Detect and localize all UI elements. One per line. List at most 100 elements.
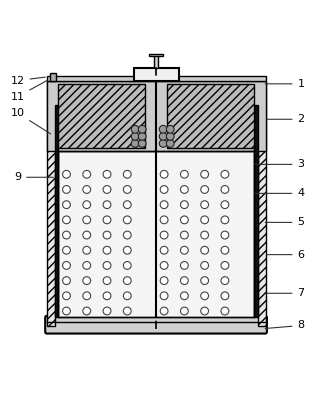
Circle shape [83,171,91,178]
Circle shape [221,277,229,285]
Circle shape [221,186,229,194]
Circle shape [103,307,111,315]
Bar [167,84,254,148]
Text: 5: 5 [265,217,305,228]
Bar [58,152,254,318]
Circle shape [160,307,168,315]
Circle shape [160,201,168,209]
Circle shape [63,277,71,285]
Circle shape [124,231,131,239]
Circle shape [201,307,209,315]
Circle shape [138,125,146,133]
Circle shape [201,277,209,285]
Circle shape [221,292,229,300]
Circle shape [180,292,188,300]
Bar [154,55,159,68]
Text: 9: 9 [14,172,53,182]
Circle shape [83,201,91,209]
Circle shape [180,261,188,269]
Text: 3: 3 [255,159,305,169]
Bar [55,105,58,318]
Circle shape [160,231,168,239]
Circle shape [160,292,168,300]
Circle shape [160,216,168,224]
Circle shape [201,171,209,178]
Circle shape [180,277,188,285]
Circle shape [63,292,71,300]
Circle shape [221,171,229,178]
Circle shape [103,171,111,178]
Bar [46,76,266,80]
Circle shape [201,246,209,254]
Circle shape [103,277,111,285]
Circle shape [166,140,174,147]
Circle shape [103,201,111,209]
Circle shape [83,277,91,285]
Circle shape [124,261,131,269]
Circle shape [160,261,168,269]
Circle shape [124,171,131,178]
Circle shape [221,231,229,239]
Circle shape [103,231,111,239]
FancyBboxPatch shape [45,316,267,334]
Text: 10: 10 [10,108,51,134]
Bar [50,72,56,80]
Circle shape [124,201,131,209]
Circle shape [166,125,174,133]
Circle shape [180,246,188,254]
Circle shape [124,292,131,300]
Circle shape [221,216,229,224]
Text: 4: 4 [255,189,305,198]
Circle shape [63,307,71,315]
Circle shape [124,186,131,194]
Bar [58,84,145,148]
Circle shape [201,186,209,194]
Text: 12: 12 [10,75,46,85]
Circle shape [201,231,209,239]
Circle shape [180,171,188,178]
Circle shape [160,277,168,285]
Circle shape [124,277,131,285]
Circle shape [131,132,139,140]
Bar [134,68,179,80]
Circle shape [63,171,71,178]
Circle shape [159,140,167,147]
Circle shape [83,231,91,239]
Text: 7: 7 [267,288,305,298]
Circle shape [103,292,111,300]
Circle shape [83,216,91,224]
Circle shape [124,246,131,254]
Circle shape [180,186,188,194]
Circle shape [201,261,209,269]
Circle shape [83,186,91,194]
Circle shape [221,261,229,269]
Circle shape [180,216,188,224]
Circle shape [160,186,168,194]
Circle shape [221,246,229,254]
Bar [149,54,163,57]
Circle shape [221,201,229,209]
Circle shape [160,171,168,178]
Circle shape [221,307,229,315]
Circle shape [63,261,71,269]
Circle shape [83,292,91,300]
Text: 6: 6 [267,250,305,260]
Text: 2: 2 [267,114,305,124]
Circle shape [83,261,91,269]
Circle shape [103,246,111,254]
Circle shape [201,292,209,300]
Circle shape [159,132,167,140]
Circle shape [83,246,91,254]
Circle shape [201,216,209,224]
Bar [46,80,266,152]
Text: 8: 8 [265,321,305,331]
Circle shape [63,231,71,239]
Text: 1: 1 [265,79,305,89]
Circle shape [138,140,146,147]
Circle shape [83,307,91,315]
Circle shape [124,307,131,315]
Circle shape [103,186,111,194]
Circle shape [180,307,188,315]
Bar [46,80,55,326]
Circle shape [63,246,71,254]
